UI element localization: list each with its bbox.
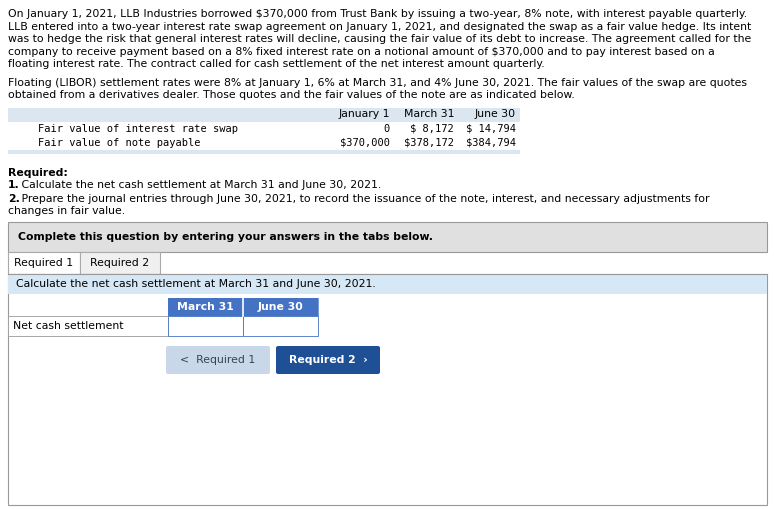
Text: June 30: June 30 (257, 302, 303, 312)
Text: 0: 0 (384, 124, 390, 133)
Text: Required 2  ›: Required 2 › (288, 355, 367, 365)
FancyBboxPatch shape (8, 222, 767, 252)
FancyBboxPatch shape (168, 316, 243, 336)
FancyBboxPatch shape (276, 346, 380, 374)
FancyBboxPatch shape (8, 122, 520, 135)
FancyBboxPatch shape (8, 107, 520, 122)
FancyBboxPatch shape (8, 316, 168, 336)
Text: Required 1: Required 1 (15, 258, 74, 268)
Text: January 1: January 1 (339, 109, 390, 119)
Text: March 31: March 31 (177, 302, 234, 312)
Text: floating interest rate. The contract called for cash settlement of the net inter: floating interest rate. The contract cal… (8, 59, 545, 69)
Text: $370,000: $370,000 (340, 137, 390, 148)
Text: Calculate the net cash settlement at March 31 and June 30, 2021.: Calculate the net cash settlement at Mar… (18, 181, 381, 190)
FancyBboxPatch shape (168, 298, 318, 316)
Text: obtained from a derivatives dealer. Those quotes and the fair values of the note: obtained from a derivatives dealer. Thos… (8, 90, 575, 100)
Text: March 31: March 31 (404, 109, 454, 119)
FancyBboxPatch shape (8, 107, 520, 154)
Text: $384,794: $384,794 (466, 137, 516, 148)
Text: Calculate the net cash settlement at March 31 and June 30, 2021.: Calculate the net cash settlement at Mar… (16, 279, 376, 289)
Text: changes in fair value.: changes in fair value. (8, 206, 125, 216)
Text: Fair value of interest rate swap: Fair value of interest rate swap (38, 124, 238, 133)
Text: Floating (LIBOR) settlement rates were 8% at January 1, 6% at March 31, and 4% J: Floating (LIBOR) settlement rates were 8… (8, 77, 747, 88)
Text: LLB entered into a two-year interest rate swap agreement on January 1, 2021, and: LLB entered into a two-year interest rat… (8, 21, 751, 32)
Text: 1.: 1. (8, 181, 19, 190)
FancyBboxPatch shape (8, 135, 520, 150)
Text: Net cash settlement: Net cash settlement (13, 321, 123, 331)
FancyBboxPatch shape (8, 150, 520, 154)
FancyBboxPatch shape (166, 346, 270, 374)
Text: On January 1, 2021, LLB Industries borrowed $370,000 from Trust Bank by issuing : On January 1, 2021, LLB Industries borro… (8, 9, 747, 19)
Text: $378,172: $378,172 (404, 137, 454, 148)
Text: was to hedge the risk that general interest rates will decline, causing the fair: was to hedge the risk that general inter… (8, 34, 751, 44)
Text: Prepare the journal entries through June 30, 2021, to record the issuance of the: Prepare the journal entries through June… (18, 193, 709, 204)
Text: $ 14,794: $ 14,794 (466, 124, 516, 133)
Text: $ 8,172: $ 8,172 (410, 124, 454, 133)
FancyBboxPatch shape (243, 316, 318, 336)
FancyBboxPatch shape (80, 252, 160, 274)
FancyBboxPatch shape (8, 274, 767, 294)
Text: <  Required 1: < Required 1 (181, 355, 256, 365)
Text: Required 2: Required 2 (91, 258, 150, 268)
FancyBboxPatch shape (8, 274, 767, 505)
Text: Required:: Required: (8, 167, 68, 178)
Text: company to receive payment based on a 8% fixed interest rate on a notional amoun: company to receive payment based on a 8%… (8, 46, 715, 56)
Text: June 30: June 30 (475, 109, 516, 119)
Text: 2.: 2. (8, 193, 20, 204)
Text: Fair value of note payable: Fair value of note payable (38, 137, 201, 148)
FancyBboxPatch shape (8, 252, 80, 274)
Text: Complete this question by entering your answers in the tabs below.: Complete this question by entering your … (18, 232, 433, 242)
